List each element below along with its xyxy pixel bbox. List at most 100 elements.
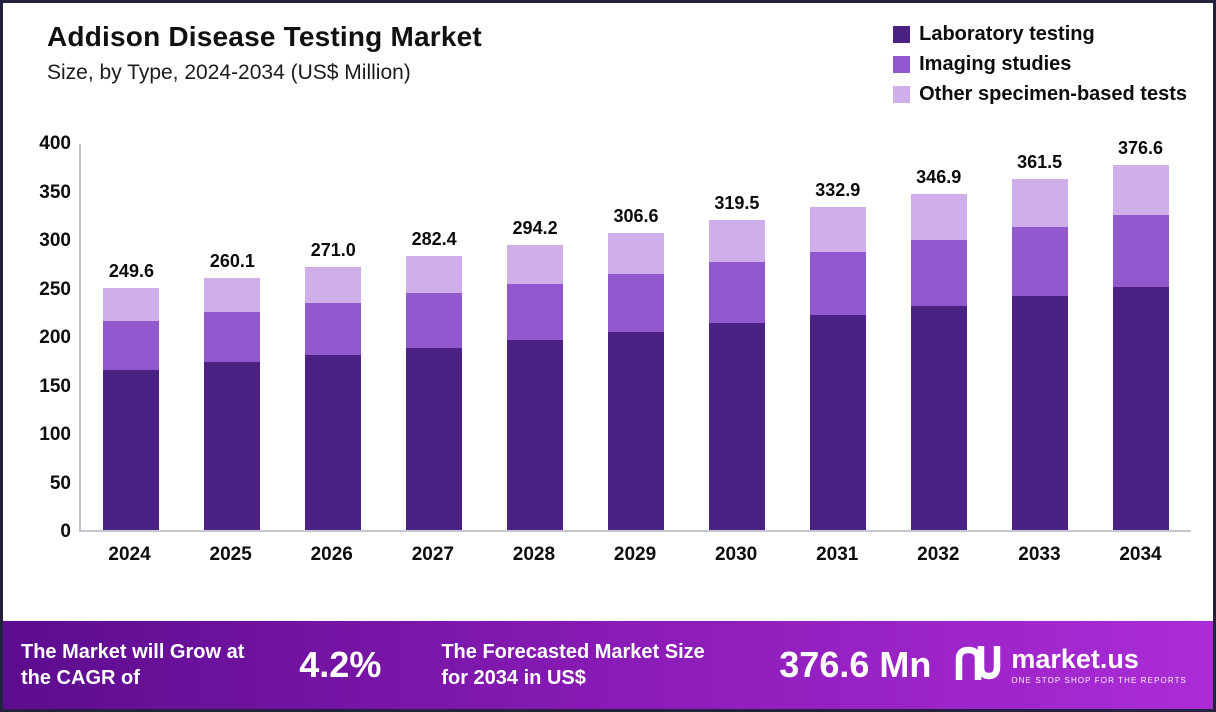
bar-group: 361.5 [989,144,1090,530]
bar-segment-laboratory-testing [910,305,967,530]
x-axis: 2024 2025 2026 2027 2028 2029 2030 2031 2032 2033… [79,532,1191,566]
bar-segment-other-specimen-based-tests [607,232,664,274]
bar-total-label: 249.6 [108,260,154,281]
titles: Addison Disease Testing Market Size, by … [47,21,482,85]
bar-total-label: 282.4 [411,229,457,250]
bar-total-label: 346.9 [916,166,962,187]
bar-segment-imaging-studies [103,321,160,370]
bar-total-label: 319.5 [714,193,760,214]
bar-stack [809,207,866,530]
y-tick-label: 200 [39,327,71,348]
bar-segment-laboratory-testing [305,355,362,530]
bar-group: 376.6 [1090,138,1191,530]
bar-segment-laboratory-testing [103,369,160,530]
forecast-caption: The Forecasted Market Size for 2034 in U… [441,641,705,689]
bar-segment-laboratory-testing [1011,296,1068,530]
bar-segment-other-specimen-based-tests [809,207,866,252]
plot-wrap: 249.6 260.1 271.0 282.4 294.2 306.6 319.5 332.9… [79,138,1191,566]
bar-total-label: 361.5 [1017,152,1063,173]
legend-item: Imaging studies [893,53,1187,76]
bar-group: 271.0 [283,144,384,530]
x-tick-label: 2026 [310,544,353,565]
legend-item: Laboratory testing [893,23,1187,46]
bar-segment-other-specimen-based-tests [204,277,261,312]
x-tick-label: 2024 [108,544,151,565]
brand-text-block: market.us ONE STOP SHOP FOR THE REPORTS [1011,643,1187,685]
bar-segment-laboratory-testing [406,347,463,530]
legend-item: Other specimen-based tests [893,83,1187,106]
marketus-logo-icon [955,645,1001,686]
y-axis: 0 50 100 150 200 250 300 350 400 [25,133,79,542]
y-tick-label: 0 [60,521,71,542]
bar-segment-laboratory-testing [1112,286,1169,530]
bar-segment-laboratory-testing [708,323,765,530]
bar-segment-imaging-studies [406,293,463,348]
legend-label: Other specimen-based tests [919,83,1187,105]
brand-logo: market.us ONE STOP SHOP FOR THE REPORTS [955,643,1187,686]
y-tick-label: 250 [39,278,71,300]
chart-section: Addison Disease Testing Market Size, by … [3,3,1213,615]
forecast-value: 376.6 Mn [779,644,932,685]
x-tick-label: 2028 [512,544,556,565]
bar-stack [204,277,261,530]
bar-segment-other-specimen-based-tests [103,287,160,322]
x-tick-label: 2031 [816,544,859,565]
chart-subtitle: Size, by Type, 2024-2034 (US$ Million) [47,61,411,84]
bar-group: 306.6 [586,144,687,530]
bar-stack [305,267,362,530]
x-tick-label: 2032 [917,544,960,565]
bar-segment-imaging-studies [305,303,362,356]
bar-segment-laboratory-testing [204,362,261,530]
footer-banner: The Market will Grow at the CAGR of 4.2%… [3,621,1213,709]
bar-segment-imaging-studies [507,283,564,340]
bar-segment-laboratory-testing [607,332,664,530]
bar-group: 260.1 [182,144,283,530]
bar-stack [910,193,967,530]
cagr-caption: The Market will Grow at the CAGR of [21,641,245,689]
legend: Laboratory testing Imaging studies Other s… [893,21,1187,106]
bar-segment-other-specimen-based-tests [1011,179,1068,228]
bar-segment-imaging-studies [910,239,967,306]
bar-total-label: 294.2 [512,217,558,238]
x-tick-label: 2030 [714,544,758,565]
bar-group: 319.5 [686,144,787,530]
legend-label: Imaging studies [919,53,1072,75]
y-tick-label: 100 [39,424,71,445]
brand-name: market.us [1011,643,1139,674]
bar-total-label: 271.0 [310,240,356,261]
bar-segment-imaging-studies [607,273,664,333]
legend-swatch-icon [893,56,911,73]
y-tick-label: 150 [39,375,71,397]
bar-group: 332.9 [787,144,888,530]
bar-group: 294.2 [485,144,586,530]
y-tick-label: 400 [39,133,71,154]
bar-stack [507,244,564,530]
bar-segment-imaging-studies [204,311,261,363]
bar-segment-imaging-studies [1112,214,1169,287]
bar-total-label: 260.1 [209,250,255,271]
y-tick-label: 300 [39,230,71,251]
bar-segment-laboratory-testing [809,314,866,530]
bar-stack [1112,164,1169,530]
bar-segment-imaging-studies [708,262,765,324]
bar-stack [607,232,664,530]
bar-total-label: 376.6 [1117,137,1164,158]
bar-group: 346.9 [888,144,989,530]
bar-segment-laboratory-testing [507,339,564,530]
x-tick-label: 2034 [1119,544,1162,565]
cagr-value: 4.2% [299,644,382,685]
bar-segment-other-specimen-based-tests [708,220,765,263]
bar-stack [708,220,765,530]
legend-swatch-icon [893,26,911,43]
chart-header: Addison Disease Testing Market Size, by … [19,17,1191,106]
bar-segment-other-specimen-based-tests [507,244,564,284]
bar-segment-imaging-studies [809,251,866,315]
bar-stack [103,287,160,530]
bar-group: 249.6 [81,144,182,530]
x-tick-label: 2027 [411,544,454,565]
bar-segment-other-specimen-based-tests [1112,164,1169,215]
bar-stack [406,256,463,530]
plot-area: 249.6 260.1 271.0 282.4 294.2 306.6 319.5 332.9… [79,138,1191,532]
y-tick-label: 50 [49,472,71,494]
